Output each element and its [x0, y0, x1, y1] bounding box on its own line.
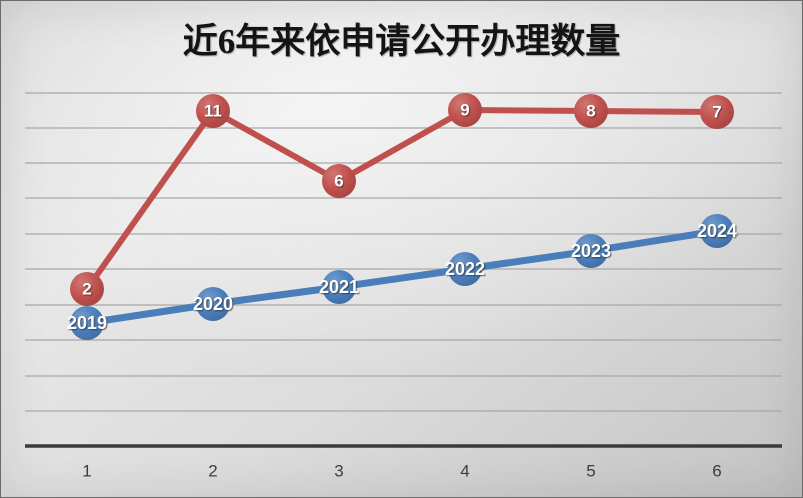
data-label-applications: 11: [204, 102, 222, 121]
data-marker-applications: [322, 164, 356, 198]
x-axis-label: 2: [208, 462, 217, 481]
x-axis-label: 6: [712, 462, 721, 481]
chart-title: 近6年来依申请公开办理数量: [182, 22, 621, 61]
data-marker-years: [196, 287, 230, 321]
x-axis-label: 1: [82, 462, 91, 481]
data-label-years: 2022: [445, 259, 485, 279]
data-label-years: 2024: [697, 221, 737, 241]
data-label-applications: 7: [712, 103, 721, 122]
data-marker-years: [448, 252, 482, 286]
data-marker-years: [322, 270, 356, 304]
data-marker-years: [574, 234, 608, 268]
x-axis-label: 5: [586, 462, 595, 481]
data-marker-applications: [70, 272, 104, 306]
data-marker-years: [70, 306, 104, 340]
data-marker-applications: [574, 94, 608, 128]
data-marker-applications: [700, 95, 734, 129]
data-marker-applications: [196, 94, 230, 128]
x-axis-label: 3: [334, 462, 343, 481]
data-label-years: 2020: [193, 294, 233, 314]
data-label-applications: 6: [334, 172, 343, 191]
data-label-applications: 9: [460, 101, 469, 120]
x-axis-label: 4: [460, 462, 469, 481]
data-marker-years: [700, 214, 734, 248]
data-label-applications: 2: [82, 280, 91, 299]
data-marker-applications: [448, 93, 482, 127]
series-line-years: [83, 227, 721, 327]
data-label-years: 2023: [571, 241, 611, 261]
series-line-applications: [84, 107, 720, 292]
data-label-years: 2019: [67, 313, 107, 333]
data-label-applications: 8: [586, 102, 595, 121]
data-label-years: 2021: [319, 277, 359, 297]
